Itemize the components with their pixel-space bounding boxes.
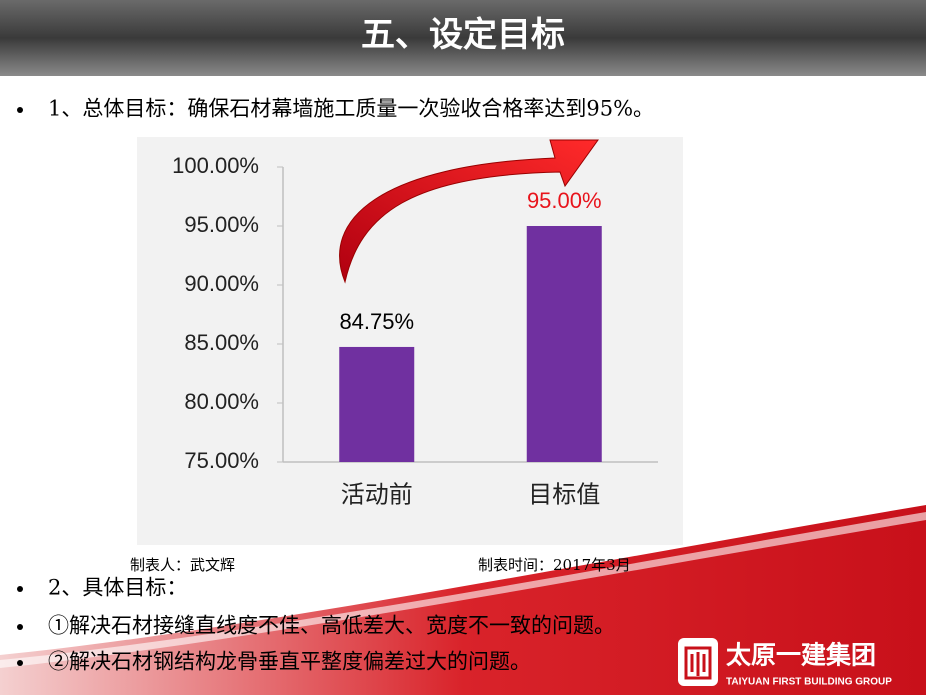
bullet-text: 2、具体目标： [48,576,187,600]
logo-name: 太原一建集团 [726,641,876,670]
logo-english: TAIYUAN FIRST BUILDING GROUP [726,677,892,688]
y-tick-label: 95.00% [184,212,259,237]
value-label: 84.75% [339,309,414,334]
chart-date: 制表时间：2017年3月 [478,556,631,574]
y-tick-label: 80.00% [184,389,259,414]
bullet-dot [17,107,23,113]
bullet-dot [17,586,23,592]
x-tick-label: 活动前 [341,481,413,508]
header-bar [0,0,926,76]
y-tick-label: 90.00% [184,271,259,296]
bullet-dot [17,624,23,630]
x-tick-label: 目标值 [528,481,600,508]
slide-title: 五、设定目标 [361,16,565,54]
bullet-dot [17,660,23,666]
bullet-text: ②解决石材钢结构龙骨垂直平整度偏差过大的问题。 [48,650,531,674]
bullet-text: 1、总体目标：确保石材幕墙施工质量一次验收合格率达到95%。 [48,97,654,121]
bar [339,346,415,462]
swoosh-highlight [0,512,926,668]
chart-maker: 制表人：武文辉 [130,556,235,574]
y-tick-label: 75.00% [184,448,259,473]
logo-glyph [684,646,712,680]
y-tick-label: 85.00% [184,330,259,355]
bar [526,226,602,462]
arrow [339,139,599,284]
y-tick-label: 100.00% [172,153,259,178]
value-label: 95.00% [527,188,602,213]
bullet-text: ①解决石材接缝直线度不佳、高低差大、宽度不一致的问题。 [48,614,615,638]
